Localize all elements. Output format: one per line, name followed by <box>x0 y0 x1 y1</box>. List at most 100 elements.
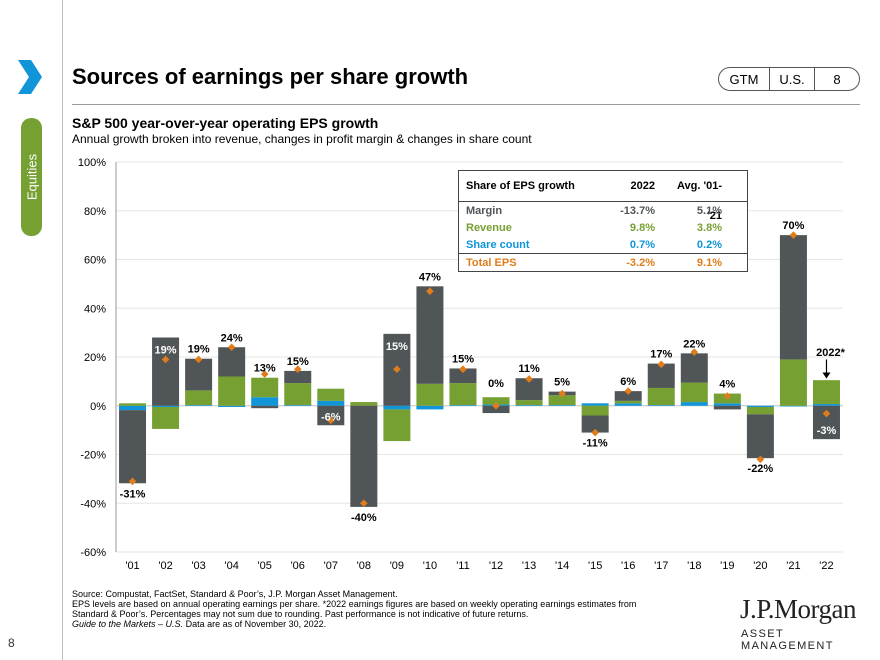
bar-margin <box>779 235 807 360</box>
data-label: 19% <box>155 345 177 357</box>
bar-share-count <box>251 397 279 406</box>
x-tick-label: '02 <box>158 560 172 572</box>
bar-share-count <box>152 405 180 407</box>
data-label: 22% <box>683 338 705 350</box>
page-number: 8 <box>8 636 15 650</box>
page-title: Sources of earnings per share growth <box>72 64 469 89</box>
row-avg: 0.2% <box>696 239 722 251</box>
chart-subtitle: Annual growth broken into revenue, chang… <box>72 132 532 146</box>
total-eps-marker <box>723 392 732 400</box>
logo-subtitle: ASSET MANAGEMENT <box>741 628 834 652</box>
total-eps-marker <box>161 355 170 364</box>
bar-revenue <box>185 390 213 406</box>
total-eps-marker <box>789 231 798 239</box>
bar-revenue <box>218 376 246 406</box>
gtm-badge: GTM U.S. 8 <box>718 67 860 91</box>
bar-margin <box>449 368 477 384</box>
bar-margin <box>680 353 708 383</box>
badge-gtm: GTM <box>719 68 770 90</box>
bar-share-count <box>119 405 147 411</box>
x-tick-label: '08 <box>357 560 371 572</box>
total-eps-marker <box>525 375 533 383</box>
bar-revenue <box>416 383 444 406</box>
bar-revenue <box>482 397 510 405</box>
bar-revenue <box>284 383 312 406</box>
bars <box>119 231 840 508</box>
share-of-growth-table: Share of EPS growth 2022 Avg. '01-'21 Ma… <box>458 170 748 272</box>
bar-share-count <box>647 405 675 406</box>
bar-revenue <box>647 387 675 406</box>
data-label: 47% <box>419 271 441 283</box>
row-avg: 5.1% <box>696 205 722 217</box>
bar-share-count <box>383 405 411 410</box>
x-axis-ticks: '01 '02 '03 '04 '05 '06 '07 '08 '09 '10 '11 '12 '13 '… <box>125 560 833 572</box>
source-line: Source: Compustat, FactSet, Standard & P… <box>72 589 398 599</box>
bar-share-count <box>614 403 642 406</box>
data-label: 17% <box>650 349 672 361</box>
y-tick-label: -40% <box>80 498 106 510</box>
y-tick-label: 0% <box>90 401 106 413</box>
bar-margin <box>185 358 213 391</box>
row-label: Revenue <box>466 222 512 234</box>
data-label: 70% <box>782 220 804 232</box>
bar-share-count <box>779 405 807 407</box>
callout-2022-label: 2022* <box>816 347 845 359</box>
x-tick-label: '19 <box>720 560 734 572</box>
data-label: 15% <box>452 353 474 365</box>
x-tick-label: '04 <box>224 560 238 572</box>
y-tick-label: 100% <box>78 157 106 169</box>
bar-revenue <box>317 388 345 401</box>
total-eps-marker <box>326 416 335 425</box>
source-line: Guide to the Markets – U.S. Data are as … <box>72 619 722 629</box>
bar-share-count <box>713 403 741 406</box>
table-row-margin: Margin -13.7% 5.1% <box>459 202 747 220</box>
row-2022: 9.8% <box>629 222 655 234</box>
x-tick-label: '05 <box>258 560 272 572</box>
source-italic: Guide to the Markets – U.S. <box>72 619 184 629</box>
total-eps-marker <box>822 409 831 418</box>
bar-margin <box>152 337 180 406</box>
data-label: 13% <box>254 363 276 375</box>
section-tab-equities[interactable]: Equities <box>21 118 42 236</box>
y-tick-label: 40% <box>84 303 106 315</box>
bar-revenue <box>746 406 774 415</box>
table-row-revenue: Revenue 9.8% 3.8% <box>459 219 747 237</box>
table-row-total-eps: Total EPS -3.2% 9.1% <box>459 254 747 272</box>
total-eps-marker <box>227 343 236 352</box>
data-label: -40% <box>351 512 377 524</box>
bar-revenue <box>812 380 840 405</box>
left-rule <box>62 0 63 660</box>
badge-page: 8 <box>833 71 841 87</box>
bar-revenue <box>251 377 279 398</box>
bar-share-count <box>548 405 576 406</box>
bar-share-count <box>185 405 213 406</box>
bar-margin <box>515 378 543 401</box>
source-tail: Data are as of November 30, 2022. <box>183 619 327 629</box>
chart-title: S&P 500 year-over-year operating EPS gro… <box>72 115 379 131</box>
bar-revenue <box>581 405 609 416</box>
bar-margin <box>614 391 642 401</box>
x-tick-label: '20 <box>753 560 767 572</box>
table-header-2022: 2022 <box>630 180 655 192</box>
bar-margin <box>119 410 147 484</box>
data-label: 19% <box>188 344 210 356</box>
data-label: 6% <box>620 376 636 388</box>
bar-margin <box>251 405 279 409</box>
data-label: 15% <box>287 356 309 368</box>
bar-revenue <box>680 382 708 403</box>
y-tick-label: -60% <box>80 547 106 559</box>
x-tick-label: '14 <box>555 560 569 572</box>
table-total-divider <box>459 253 747 254</box>
y-tick-label: 60% <box>84 255 106 267</box>
row-label: Margin <box>466 205 503 217</box>
data-label: -6% <box>321 411 341 423</box>
data-label: 5% <box>554 377 570 389</box>
x-tick-label: '15 <box>588 560 602 572</box>
data-label: 15% <box>386 341 408 353</box>
x-tick-label: '16 <box>621 560 635 572</box>
total-eps-marker <box>293 365 302 373</box>
badge-region: U.S. <box>770 68 815 90</box>
total-eps-marker <box>194 355 203 364</box>
data-label: -11% <box>583 438 608 450</box>
